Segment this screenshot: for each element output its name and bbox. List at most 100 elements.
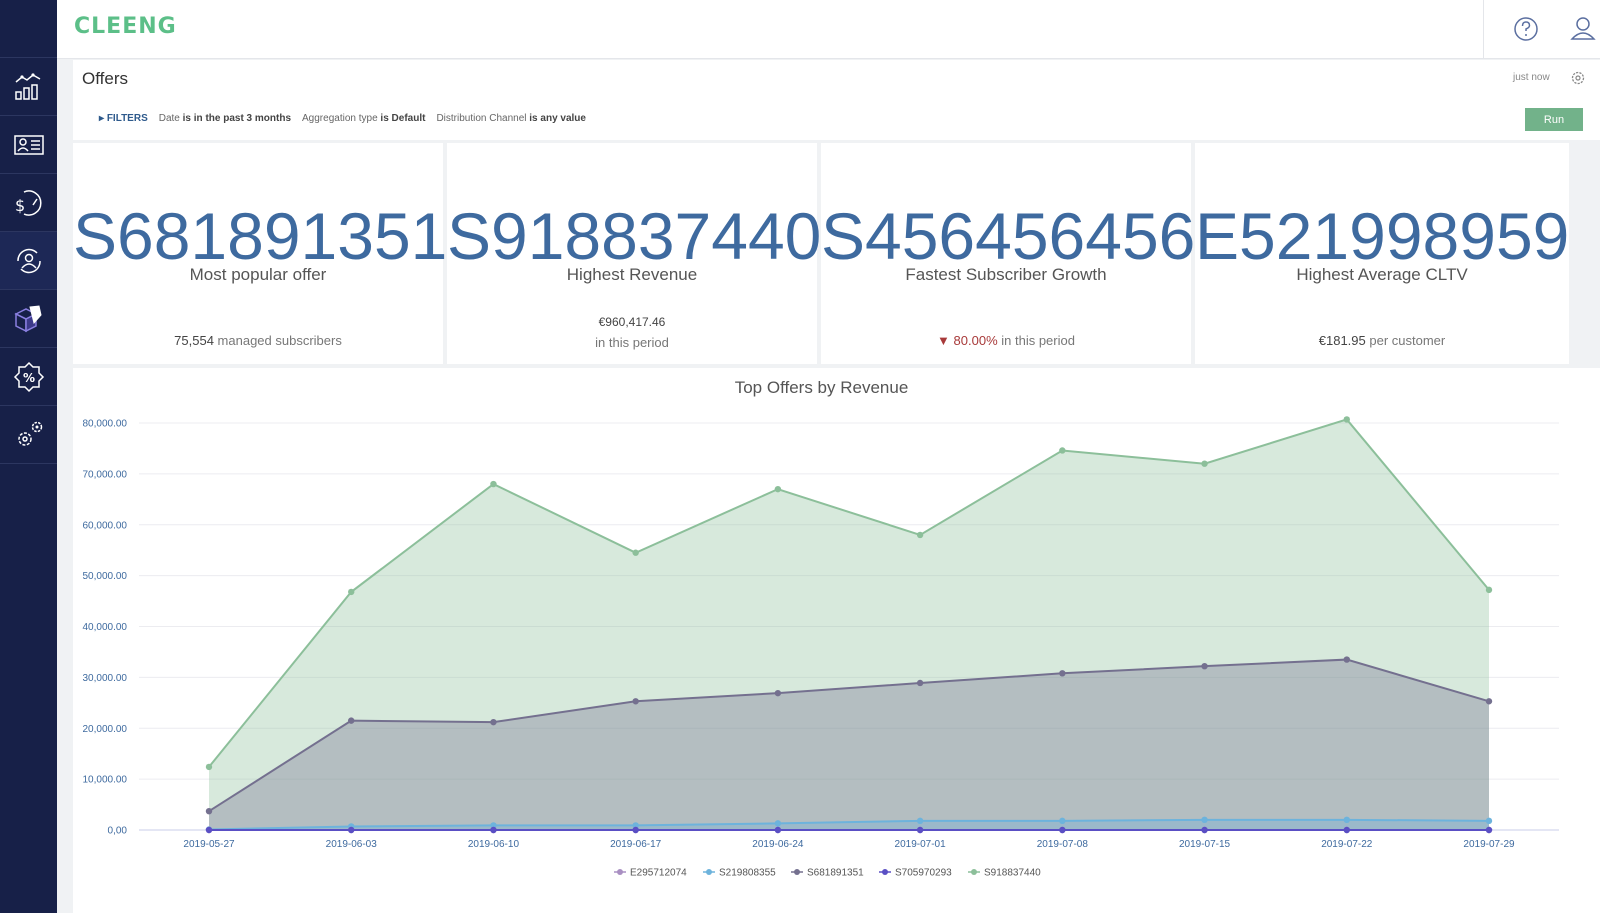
series-area-S219808355 [209,819,1489,830]
sidebar-item-offers[interactable] [0,290,57,348]
kpi-card-highest-cltv: E521998959 Highest Average CLTV €181.95 … [1195,143,1569,364]
revenue-gauge-icon: $ [15,189,41,216]
x-tick-label: 2019-07-22 [1321,839,1373,850]
chart-title: Top Offers by Revenue [734,378,909,397]
y-tick-label: 20,000.00 [83,724,128,735]
data-point [490,718,497,726]
data-point [632,822,639,829]
x-tick-label: 2019-05-27 [183,839,235,850]
top-bar: CLEENG [57,0,1600,59]
legend-marker [706,869,712,875]
x-tick-label: 2019-07-15 [1179,839,1231,850]
sidebar-item-analytics[interactable] [0,58,57,116]
kpi-period: in this period [595,335,669,350]
legend-marker [617,869,623,875]
kpi-amount: €960,417.46 [598,315,666,329]
data-point [1059,826,1066,834]
y-tick-label: 70,000.00 [83,469,128,480]
legend-marker [794,869,800,875]
data-point [774,826,782,834]
data-point [774,485,782,493]
data-point [1485,698,1493,705]
run-button[interactable]: Run [1525,108,1583,131]
data-point [1201,816,1208,824]
data-point [774,689,782,697]
kpi-value: S918837440 [447,199,822,273]
user-account-icon[interactable] [1569,14,1597,42]
kpi-value: S681891351 [73,199,448,273]
kpi-label: Highest Average CLTV [1296,265,1468,284]
data-point [916,679,924,687]
svg-text:%: % [23,371,35,385]
legend-marker [882,869,888,875]
legend-marker [971,869,977,875]
legend-label: S918837440 [984,868,1041,879]
data-point [1343,816,1350,824]
customer-list-icon [13,134,44,155]
data-point [1485,817,1493,825]
sidebar-item-revenue[interactable]: $ [0,174,57,232]
subscriber-cycle-icon [16,248,41,273]
sidebar-item-subscribers[interactable] [0,232,57,290]
kpi-subtext: €181.95 per customer [1318,333,1446,348]
x-tick-label: 2019-07-01 [895,839,947,850]
data-point [632,698,639,705]
sidebar-top-blank [0,0,57,58]
data-point [1059,447,1066,454]
data-point [348,588,355,596]
help-icon[interactable] [1512,15,1540,43]
y-tick-label: 50,000.00 [83,571,128,582]
data-point [632,549,639,556]
data-point [1343,656,1350,663]
sidebar-item-discounts[interactable]: % [0,348,57,406]
data-point [1485,826,1493,834]
data-point [916,531,924,539]
cleeng-logo[interactable]: CLEENG [74,14,177,39]
gear-icon[interactable] [1570,70,1586,86]
sidebar-item-settings[interactable] [0,406,57,464]
data-point [205,826,213,834]
data-point [632,826,639,834]
data-point [490,480,497,488]
data-point [774,820,782,827]
filter-distribution-channel[interactable]: Distribution Channel is any value [436,113,586,124]
data-point [348,717,355,724]
top-offers-area-chart[interactable]: 0,00 10,000.00 20,000.00 30,000.00 40,000.00… [73,368,1600,913]
data-point [1343,416,1350,423]
kpi-subtext: ▼ 80.00% in this period [937,333,1075,348]
analytics-chart-icon [14,72,40,100]
sidebar-item-customers[interactable] [0,116,57,174]
filter-aggregation-type[interactable]: Aggregation type is Default [302,113,426,124]
data-point [348,826,355,834]
y-tick-label: 60,000.00 [83,520,128,531]
top-bar-divider [1483,0,1484,59]
legend-label: S681891351 [807,868,864,879]
last-updated-text: just now [1513,72,1550,83]
kpi-value: E521998959 [1195,199,1570,273]
legend-label: S705970293 [895,868,952,879]
x-tick-label: 2019-06-10 [468,839,520,850]
kpi-value: S456456456 [821,199,1196,273]
y-tick-label: 10,000.00 [83,775,128,786]
series-line-S681891351 [208,658,1490,813]
filters-bar: ▸ FILTERS Date is in the past 3 months A… [99,113,586,124]
down-triangle-icon: ▼ [937,333,950,348]
series-line-S219808355 [208,818,1490,831]
legend-label: S219808355 [719,868,776,879]
data-point [1343,826,1350,834]
y-tick-label: 40,000.00 [83,622,128,633]
series-line-S918837440 [208,418,1490,768]
data-point [1201,460,1208,467]
data-point [490,822,497,829]
x-tick-label: 2019-07-08 [1037,839,1089,850]
kpi-label: Highest Revenue [566,265,698,284]
x-tick-label: 2019-06-17 [610,839,662,850]
kpi-label: Fastest Subscriber Growth [905,265,1107,284]
filters-toggle[interactable]: ▸ FILTERS [99,113,148,124]
sidebar: $ % [0,0,57,913]
y-tick-label: 0,00 [108,826,128,837]
filter-date[interactable]: Date is in the past 3 months [158,113,292,124]
page-title: Offers [82,69,128,88]
kpi-label: Most popular offer [189,265,327,284]
settings-gears-icon [17,421,42,446]
